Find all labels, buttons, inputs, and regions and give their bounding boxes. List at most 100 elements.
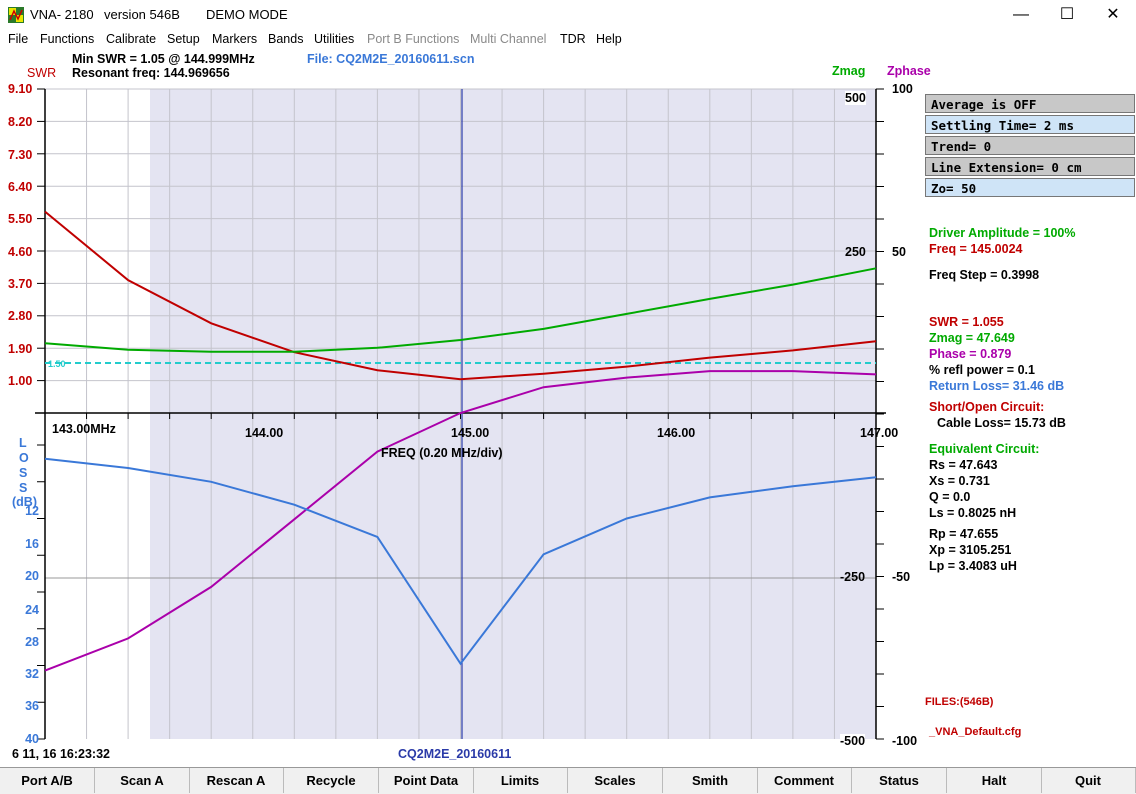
average-setting[interactable]: Average is OFF: [925, 94, 1135, 113]
close-icon: ✕: [1106, 6, 1120, 23]
close-button[interactable]: ✕: [1090, 0, 1136, 30]
settling-time-setting[interactable]: Settling Time= 2 ms: [925, 115, 1135, 134]
swr-trace: [44, 210, 877, 381]
loss-tick-label: 20: [25, 569, 39, 583]
menu-item[interactable]: Setup: [167, 32, 200, 46]
zmag-tick-label: -250: [840, 570, 866, 584]
zphase-tick-label: -50: [892, 570, 911, 584]
zmag-readout: Zmag = 47.649: [929, 331, 1015, 345]
swr-tick-label: 6.40: [8, 180, 33, 194]
button-rescan-a[interactable]: Rescan A: [189, 768, 284, 793]
minimize-button[interactable]: —: [998, 0, 1044, 30]
button-status[interactable]: Status: [852, 768, 947, 793]
button-scales[interactable]: Scales: [568, 768, 663, 793]
resonant-freq-info: Resonant freq: 144.969656: [72, 66, 230, 80]
swr-tick-label: 5.50: [8, 212, 33, 226]
loss-tick-label: 12: [25, 504, 39, 518]
menu-item: Multi Channel: [470, 32, 547, 46]
return-loss-readout: Return Loss= 31.46 dB: [929, 379, 1065, 393]
freq-start-label: 143.00MHz: [52, 422, 116, 436]
zphase-tick-label: 100: [892, 82, 913, 96]
app-version: version 546B: [104, 7, 180, 22]
phase-readout: Phase = 0.879: [929, 347, 1012, 361]
button-port-a-b[interactable]: Port A/B: [0, 768, 95, 793]
short-open-label: Short/Open Circuit:: [929, 400, 1045, 414]
button-limits[interactable]: Limits: [473, 768, 568, 793]
driver-amplitude: Driver Amplitude = 100%: [929, 226, 1076, 240]
menu-bar: File Functions Calibrate Setup Markers Bands U…: [0, 30, 1136, 50]
xp-readout: Xp = 3105.251: [929, 543, 1012, 557]
button-halt[interactable]: Halt: [947, 768, 1042, 793]
cable-loss-readout: Cable Loss= 15.73 dB: [937, 416, 1066, 430]
trend-setting[interactable]: Trend= 0: [925, 136, 1135, 155]
min-swr-info: Min SWR = 1.05 @ 144.999MHz: [72, 52, 255, 66]
loss-tick-label: 24: [25, 603, 39, 617]
loss-axis-title: (dB): [12, 495, 37, 509]
freq-tick-label: 145.00: [451, 426, 490, 440]
app-mode: DEMO MODE: [206, 7, 288, 22]
freq-axis-label: FREQ (0.20 MHz/div): [381, 446, 503, 460]
q-readout: Q = 0.0: [929, 490, 971, 504]
bottom-button-bar: Port A/B Scan A Rescan A Recycle Point Data L…: [0, 767, 1136, 794]
freq-tick-label: 147.00: [860, 426, 899, 440]
rp-readout: Rp = 47.655: [929, 527, 999, 541]
button-quit[interactable]: Quit: [1041, 768, 1136, 793]
swr-tick-label: 9.10: [8, 82, 33, 96]
zmag-tick-label: 250: [845, 245, 866, 259]
button-comment[interactable]: Comment: [757, 768, 852, 793]
menu-item[interactable]: File: [8, 32, 29, 46]
loss-axis-title: S: [19, 481, 28, 495]
button-point-data[interactable]: Point Data: [379, 768, 474, 793]
freq-tick-label: 144.00: [245, 426, 284, 440]
maximize-button[interactable]: ☐: [1044, 0, 1090, 30]
zphase-tick-label: 50: [892, 245, 906, 259]
swr-tick-label: 1.00: [8, 374, 33, 388]
menu-item: Port B Functions: [367, 32, 460, 46]
swr-tick-label: 3.70: [8, 277, 33, 291]
app-icon: [8, 7, 24, 23]
zmag-trace: [44, 267, 877, 353]
menu-item[interactable]: Help: [596, 32, 622, 46]
swr-tick-label: 1.90: [8, 342, 33, 356]
menu-item[interactable]: Utilities: [314, 32, 355, 46]
menu-item[interactable]: Calibrate: [106, 32, 157, 46]
menu-item[interactable]: TDR: [560, 32, 586, 46]
loss-tick-label: 28: [25, 635, 39, 649]
swr-tick-label: 4.60: [8, 245, 33, 259]
loss-trace: [44, 457, 877, 666]
menu-item[interactable]: Bands: [268, 32, 304, 46]
zphase-trace: [44, 370, 877, 672]
zphase-axis-title: Zphase: [887, 64, 931, 78]
loss-axis-title: O: [19, 451, 29, 465]
button-scan-a[interactable]: Scan A: [95, 768, 190, 793]
zmag-axis-title: Zmag: [832, 64, 866, 78]
swr-tick-label: 2.80: [8, 309, 33, 323]
swr-readout: SWR = 1.055: [929, 315, 1004, 329]
app-name: VNA- 2180: [30, 7, 94, 22]
loss-axis-title: L: [19, 436, 27, 450]
timestamp: 6 11, 16 16:23:32: [12, 747, 110, 761]
button-smith[interactable]: Smith: [663, 768, 758, 793]
menu-item[interactable]: Markers: [212, 32, 258, 46]
zphase-tick-label: -100: [892, 734, 918, 748]
title-bar: VNA- 2180 version 546B DEMO MODE — ☐ ✕: [0, 0, 1136, 30]
loss-tick-label: 36: [25, 699, 39, 713]
scan-range-shade: [150, 89, 876, 739]
loss-tick-label: 40: [25, 732, 39, 746]
minimize-icon: —: [1013, 6, 1029, 23]
freq-tick-label: 146.00: [657, 426, 696, 440]
menu-item[interactable]: Functions: [40, 32, 95, 46]
swr-tick-label: 8.20: [8, 115, 33, 129]
vna-chart[interactable]: 1.50: [0, 80, 925, 750]
swr-tick-label: 7.30: [8, 148, 33, 162]
line-extension-setting[interactable]: Line Extension= 0 cm: [925, 157, 1135, 176]
loss-tick-label: 32: [25, 667, 39, 681]
loss-axis-title: S: [19, 466, 28, 480]
freq-readout: Freq = 145.0024: [929, 242, 1023, 256]
lp-readout: Lp = 3.4083 uH: [929, 559, 1017, 573]
rs-readout: Rs = 47.643: [929, 458, 998, 472]
button-recycle[interactable]: Recycle: [284, 768, 379, 793]
swr-reference-label: 1.50: [48, 359, 66, 369]
files-label: FILES:(546B): [925, 696, 994, 708]
zo-setting[interactable]: Zo= 50: [925, 178, 1135, 197]
